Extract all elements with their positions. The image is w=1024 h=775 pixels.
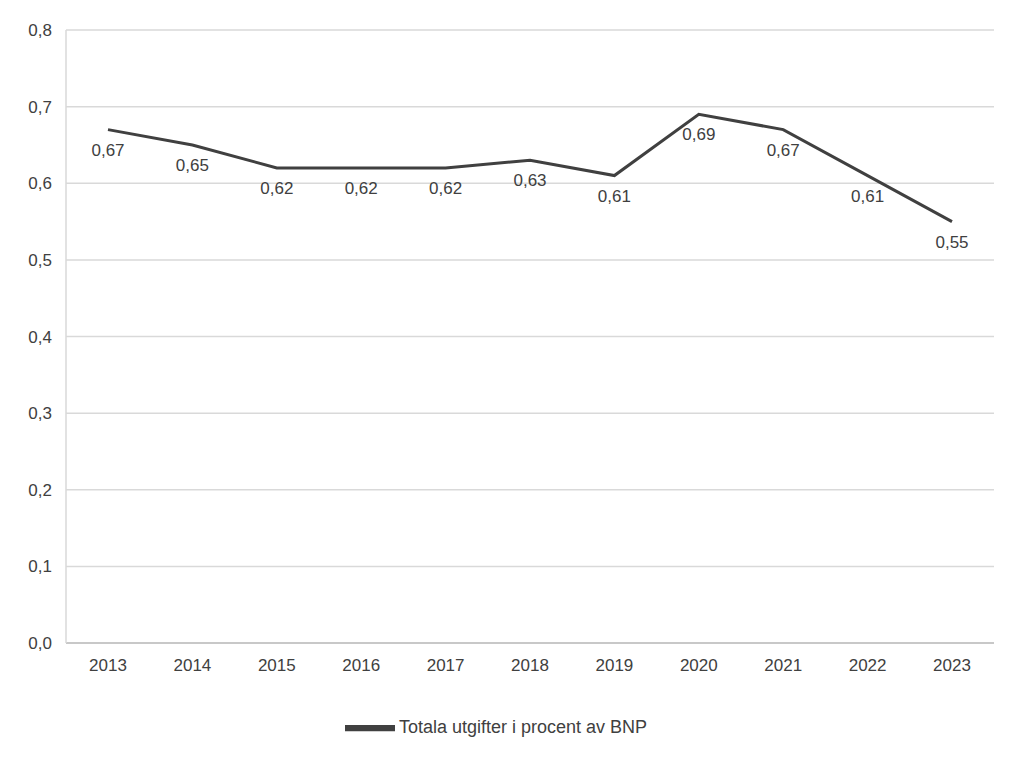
svg-text:0,8: 0,8: [28, 21, 52, 40]
svg-text:0,63: 0,63: [513, 171, 546, 190]
svg-text:2017: 2017: [427, 656, 465, 675]
svg-text:2016: 2016: [342, 656, 380, 675]
svg-text:0,2: 0,2: [28, 481, 52, 500]
svg-text:0,55: 0,55: [935, 233, 968, 252]
svg-text:0,5: 0,5: [28, 251, 52, 270]
svg-text:2021: 2021: [764, 656, 802, 675]
svg-text:0,61: 0,61: [598, 187, 631, 206]
svg-text:2013: 2013: [89, 656, 127, 675]
svg-text:0,62: 0,62: [345, 179, 378, 198]
svg-text:0,3: 0,3: [28, 404, 52, 423]
svg-text:0,69: 0,69: [682, 125, 715, 144]
svg-text:0,67: 0,67: [767, 141, 800, 160]
svg-text:2014: 2014: [173, 656, 211, 675]
svg-text:0,0: 0,0: [28, 634, 52, 653]
svg-text:2023: 2023: [933, 656, 971, 675]
svg-text:0,7: 0,7: [28, 98, 52, 117]
svg-text:2020: 2020: [680, 656, 718, 675]
svg-text:0,6: 0,6: [28, 174, 52, 193]
svg-text:0,1: 0,1: [28, 557, 52, 576]
svg-text:2015: 2015: [258, 656, 296, 675]
svg-text:0,67: 0,67: [91, 141, 124, 160]
html-text:Totala utgifter i procent av B: Totala utgifter i procent av BNP: [398, 716, 648, 737]
svg-text:0,61: 0,61: [851, 187, 884, 206]
svg-text:0,65: 0,65: [176, 156, 209, 175]
svg-text:0,62: 0,62: [429, 179, 462, 198]
svg-text:0,4: 0,4: [28, 328, 52, 347]
svg-text:2018: 2018: [511, 656, 549, 675]
svg-text:2019: 2019: [595, 656, 633, 675]
svg-text:2022: 2022: [849, 656, 887, 675]
svg-text:0,62: 0,62: [260, 179, 293, 198]
